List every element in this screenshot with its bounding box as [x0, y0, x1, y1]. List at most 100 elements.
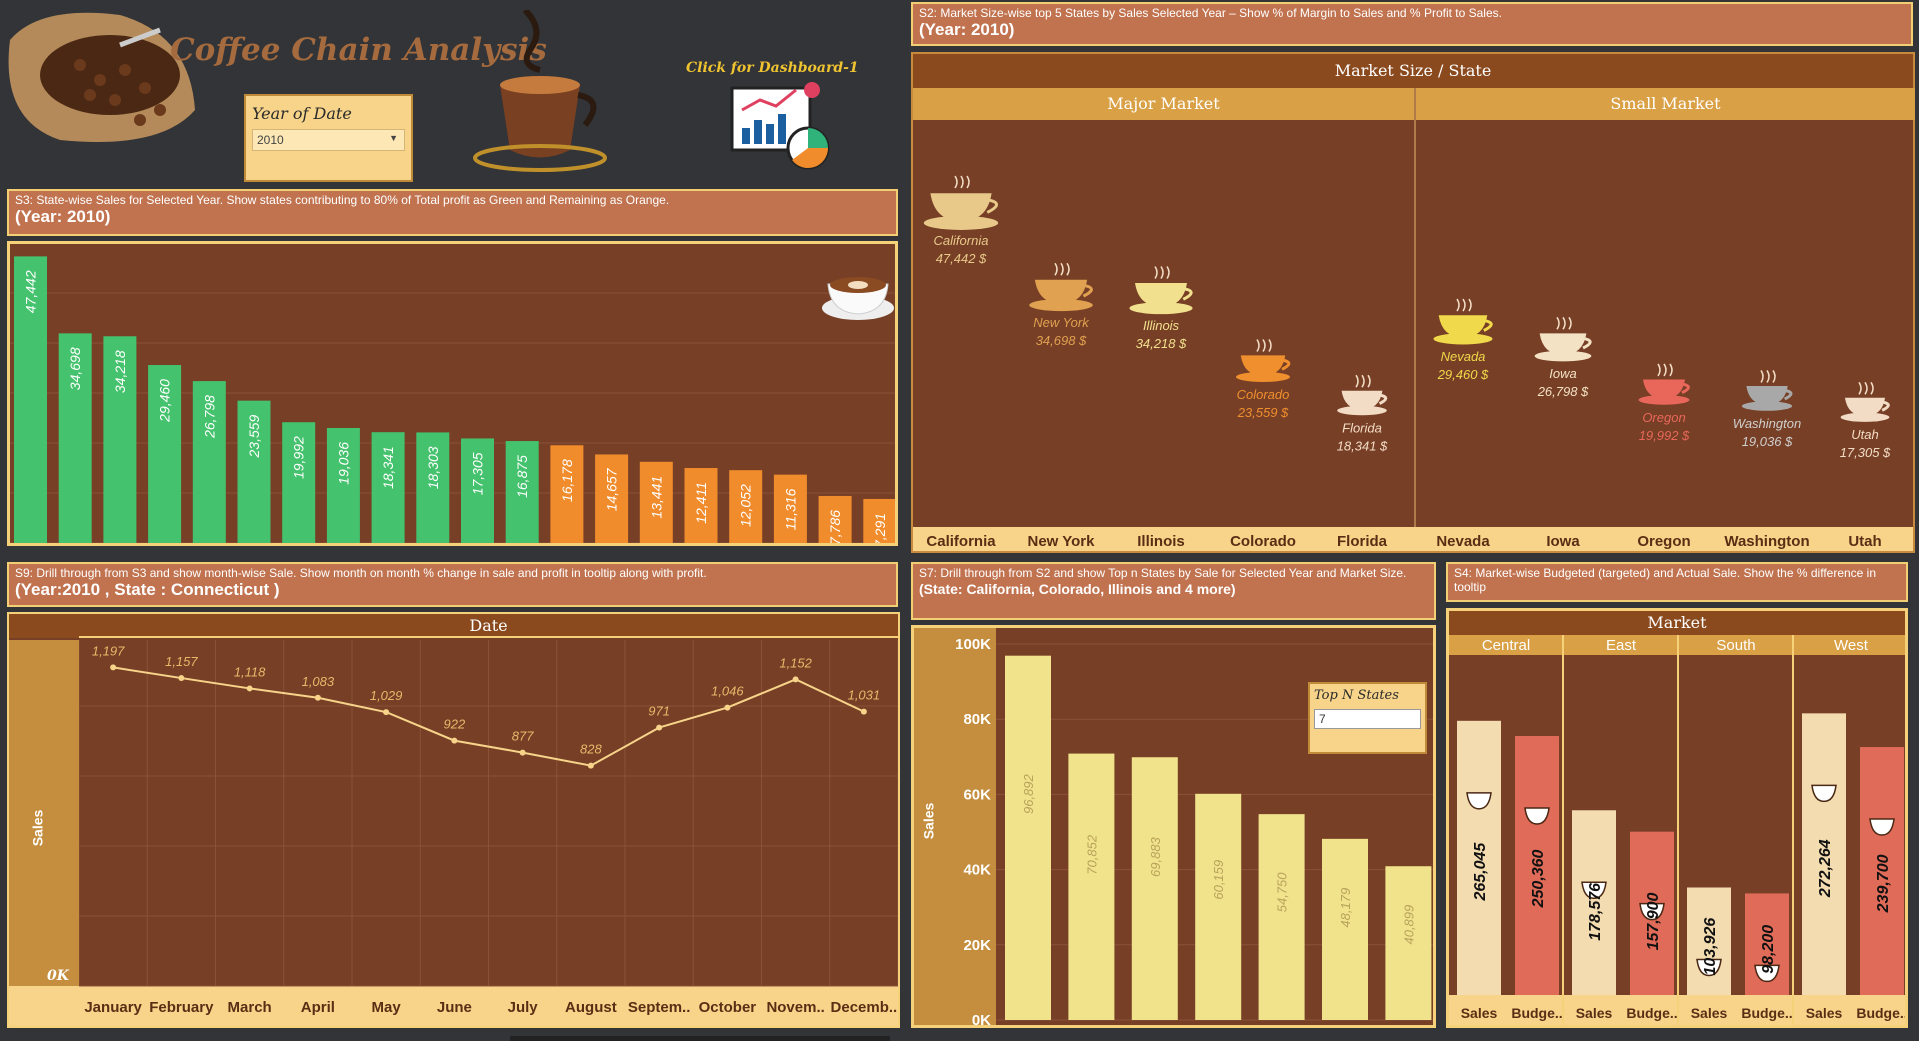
- s7-panel: Sales 0K 20K 40K 60K 80K 100K 96,892 70,852 69,8…: [911, 625, 1436, 1028]
- s3-bar-label: 17,305: [470, 452, 486, 495]
- s4-market-cell: [1449, 635, 1563, 655]
- horizontal-scrollbar[interactable]: [510, 1036, 890, 1041]
- s2-header-label: Market Size / State: [1334, 61, 1492, 80]
- s7-bar: [1005, 655, 1051, 1020]
- s2-state-label: Iowa: [1549, 366, 1576, 381]
- s4-market-label: West: [1834, 637, 1869, 654]
- dashboard-report-icon[interactable]: [730, 76, 835, 176]
- dashboard-1-link[interactable]: Click for Dashboard-1: [686, 60, 859, 76]
- s9-line: [112, 666, 865, 767]
- s3-bar-label: 23,559: [246, 414, 262, 458]
- s4-series-label: Budge..: [1626, 1005, 1677, 1021]
- s4-bar: [1572, 810, 1616, 995]
- s3-bar: [505, 441, 539, 543]
- s9-point: [451, 737, 458, 744]
- coffee-cup-icon: [1869, 818, 1895, 836]
- s4-bar-label: 265,045: [1472, 842, 1489, 902]
- s9-month-label: August: [565, 999, 617, 1016]
- steam-icon: [1657, 363, 1673, 377]
- s9-title: S9: Drill through from S3 and show month…: [7, 562, 898, 607]
- s3-bar-label: 18,341: [380, 446, 396, 489]
- s2-state-label: Colorado: [1237, 387, 1290, 402]
- s3-bar: [818, 495, 852, 543]
- s7-ytick: 20K: [963, 937, 991, 954]
- coffee-cup-icon: [1129, 302, 1193, 315]
- s2-sales-label: 19,036 $: [1742, 434, 1793, 449]
- s9-month-label: February: [149, 999, 214, 1016]
- s3-bar-label: 16,178: [559, 459, 575, 502]
- s2-sales-label: 34,698 $: [1036, 333, 1087, 348]
- s2-state-label: Illinois: [1143, 318, 1180, 333]
- coffee-cup-icon: [986, 198, 999, 214]
- s7-ytick: 80K: [963, 711, 991, 728]
- s3-bar: [58, 333, 92, 543]
- topn-input[interactable]: 7: [1314, 709, 1421, 729]
- s3-bar-label: 16,875: [514, 455, 530, 498]
- s3-bar: [863, 498, 895, 543]
- s2-description: S2: Market Size-wise top 5 States by Sal…: [919, 6, 1502, 20]
- s9-point: [860, 708, 867, 715]
- s7-ytick: 0K: [972, 1012, 991, 1025]
- coffee-cup-icon: [1643, 379, 1685, 399]
- s3-bar: [192, 381, 226, 543]
- s7-ytick: 100K: [955, 636, 991, 653]
- s3-bar: [639, 461, 673, 543]
- s9-y-axis-label: Sales: [29, 809, 46, 847]
- s3-bar-label: 13,441: [648, 476, 664, 519]
- s2-sales-label: 18,341 $: [1337, 439, 1388, 454]
- s2-market-major: Major Market: [913, 88, 1414, 120]
- coffee-cup-icon: [1681, 382, 1690, 395]
- steam-icon: [1256, 339, 1272, 352]
- s3-bar: [550, 445, 584, 543]
- s9-panel: Date Sales 0K 1,197 January 1,157 February 1…: [7, 612, 900, 1028]
- s7-title: S7: Drill through from S2 and show Top n…: [911, 562, 1436, 620]
- s3-bar-label: 14,657: [604, 467, 620, 511]
- s2-axis-state: Iowa: [1546, 533, 1580, 550]
- s7-bar-chart: 0K 20K 40K 60K 80K 100K 96,892 70,852 69,883 60,1…: [955, 636, 1433, 1025]
- s7-bar: [1195, 793, 1242, 1020]
- s9-month-label: March: [228, 999, 272, 1016]
- s9-month-label: January: [84, 999, 142, 1016]
- coffee-cup-logo: [470, 7, 620, 180]
- s7-bar: [1131, 757, 1178, 1020]
- coffee-cup-icon: [1746, 386, 1788, 405]
- s4-market-cell: [1794, 635, 1905, 655]
- s7-bar: [1322, 838, 1368, 1020]
- s3-bar-label: 12,052: [738, 484, 754, 527]
- s9-header: Date: [79, 614, 898, 638]
- coffee-cup-icon: [1581, 881, 1607, 900]
- s2-title: S2: Market Size-wise top 5 States by Sal…: [911, 2, 1913, 46]
- s2-state-label: Nevada: [1441, 349, 1486, 364]
- s7-bar-label: 96,892: [1021, 773, 1036, 814]
- s3-bar: [416, 432, 450, 543]
- s9-description: S9: Drill through from S3 and show month…: [15, 566, 707, 580]
- s2-market-small: Small Market: [1416, 88, 1915, 120]
- s9-point-label: 828: [580, 742, 602, 757]
- year-dropdown-value: 2010: [257, 133, 284, 147]
- coffee-cup-icon: [1135, 282, 1187, 307]
- s4-bar: [1515, 736, 1559, 995]
- s3-title: S3: State-wise Sales for Selected Year. …: [7, 189, 898, 236]
- s9-y-zero: 0K: [47, 968, 69, 984]
- s2-axis-state: Utah: [1848, 533, 1881, 550]
- s3-bar: [371, 432, 405, 543]
- s4-panel: Market Central 265,045 Sales 250,360 Budge..…: [1446, 608, 1908, 1028]
- coffee-cup-icon: [1337, 405, 1387, 416]
- coffee-cup-icon: [1524, 807, 1550, 825]
- s4-bar-label: 239,700: [1875, 854, 1892, 913]
- s7-ytick: 40K: [963, 862, 991, 879]
- s7-bar: [1068, 753, 1115, 1020]
- topn-input-value: 7: [1319, 712, 1326, 726]
- s3-bar: [148, 365, 182, 543]
- s7-bar-label: 70,852: [1084, 834, 1099, 875]
- s3-bar: [773, 474, 807, 543]
- s2-year: (Year: 2010): [919, 20, 1015, 39]
- coffee-cup-icon: [1466, 792, 1492, 810]
- s2-sales-label: 17,305 $: [1840, 445, 1891, 460]
- s4-series-label: Budge..: [1856, 1005, 1905, 1021]
- s9-corner: [9, 614, 79, 638]
- s4-series-label: Sales: [1691, 1005, 1728, 1021]
- coffee-cup-icon: [1741, 401, 1793, 411]
- s9-point-label: 1,157: [165, 654, 198, 669]
- year-dropdown[interactable]: 2010 ▼: [252, 129, 405, 151]
